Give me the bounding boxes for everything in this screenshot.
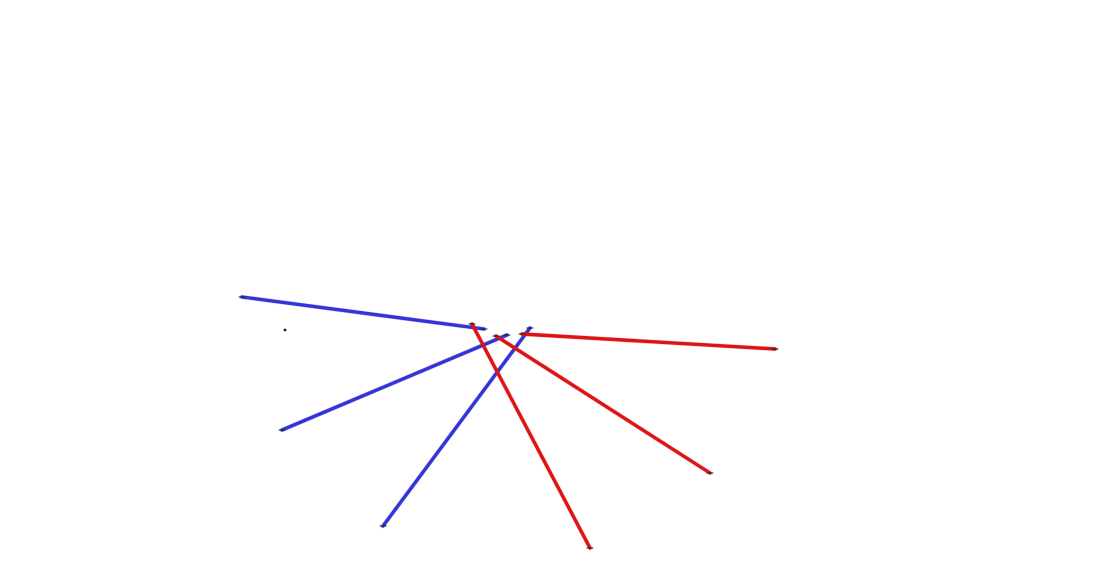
stray-point [283, 328, 287, 332]
blue-line-1[interactable] [238, 294, 488, 332]
blue-line-3[interactable] [379, 325, 534, 529]
red-line-1[interactable] [518, 331, 779, 352]
red-line-2[interactable] [492, 333, 714, 476]
blue-line-2[interactable] [278, 332, 511, 433]
red-line-3[interactable] [468, 321, 594, 551]
line-segments [238, 294, 779, 551]
